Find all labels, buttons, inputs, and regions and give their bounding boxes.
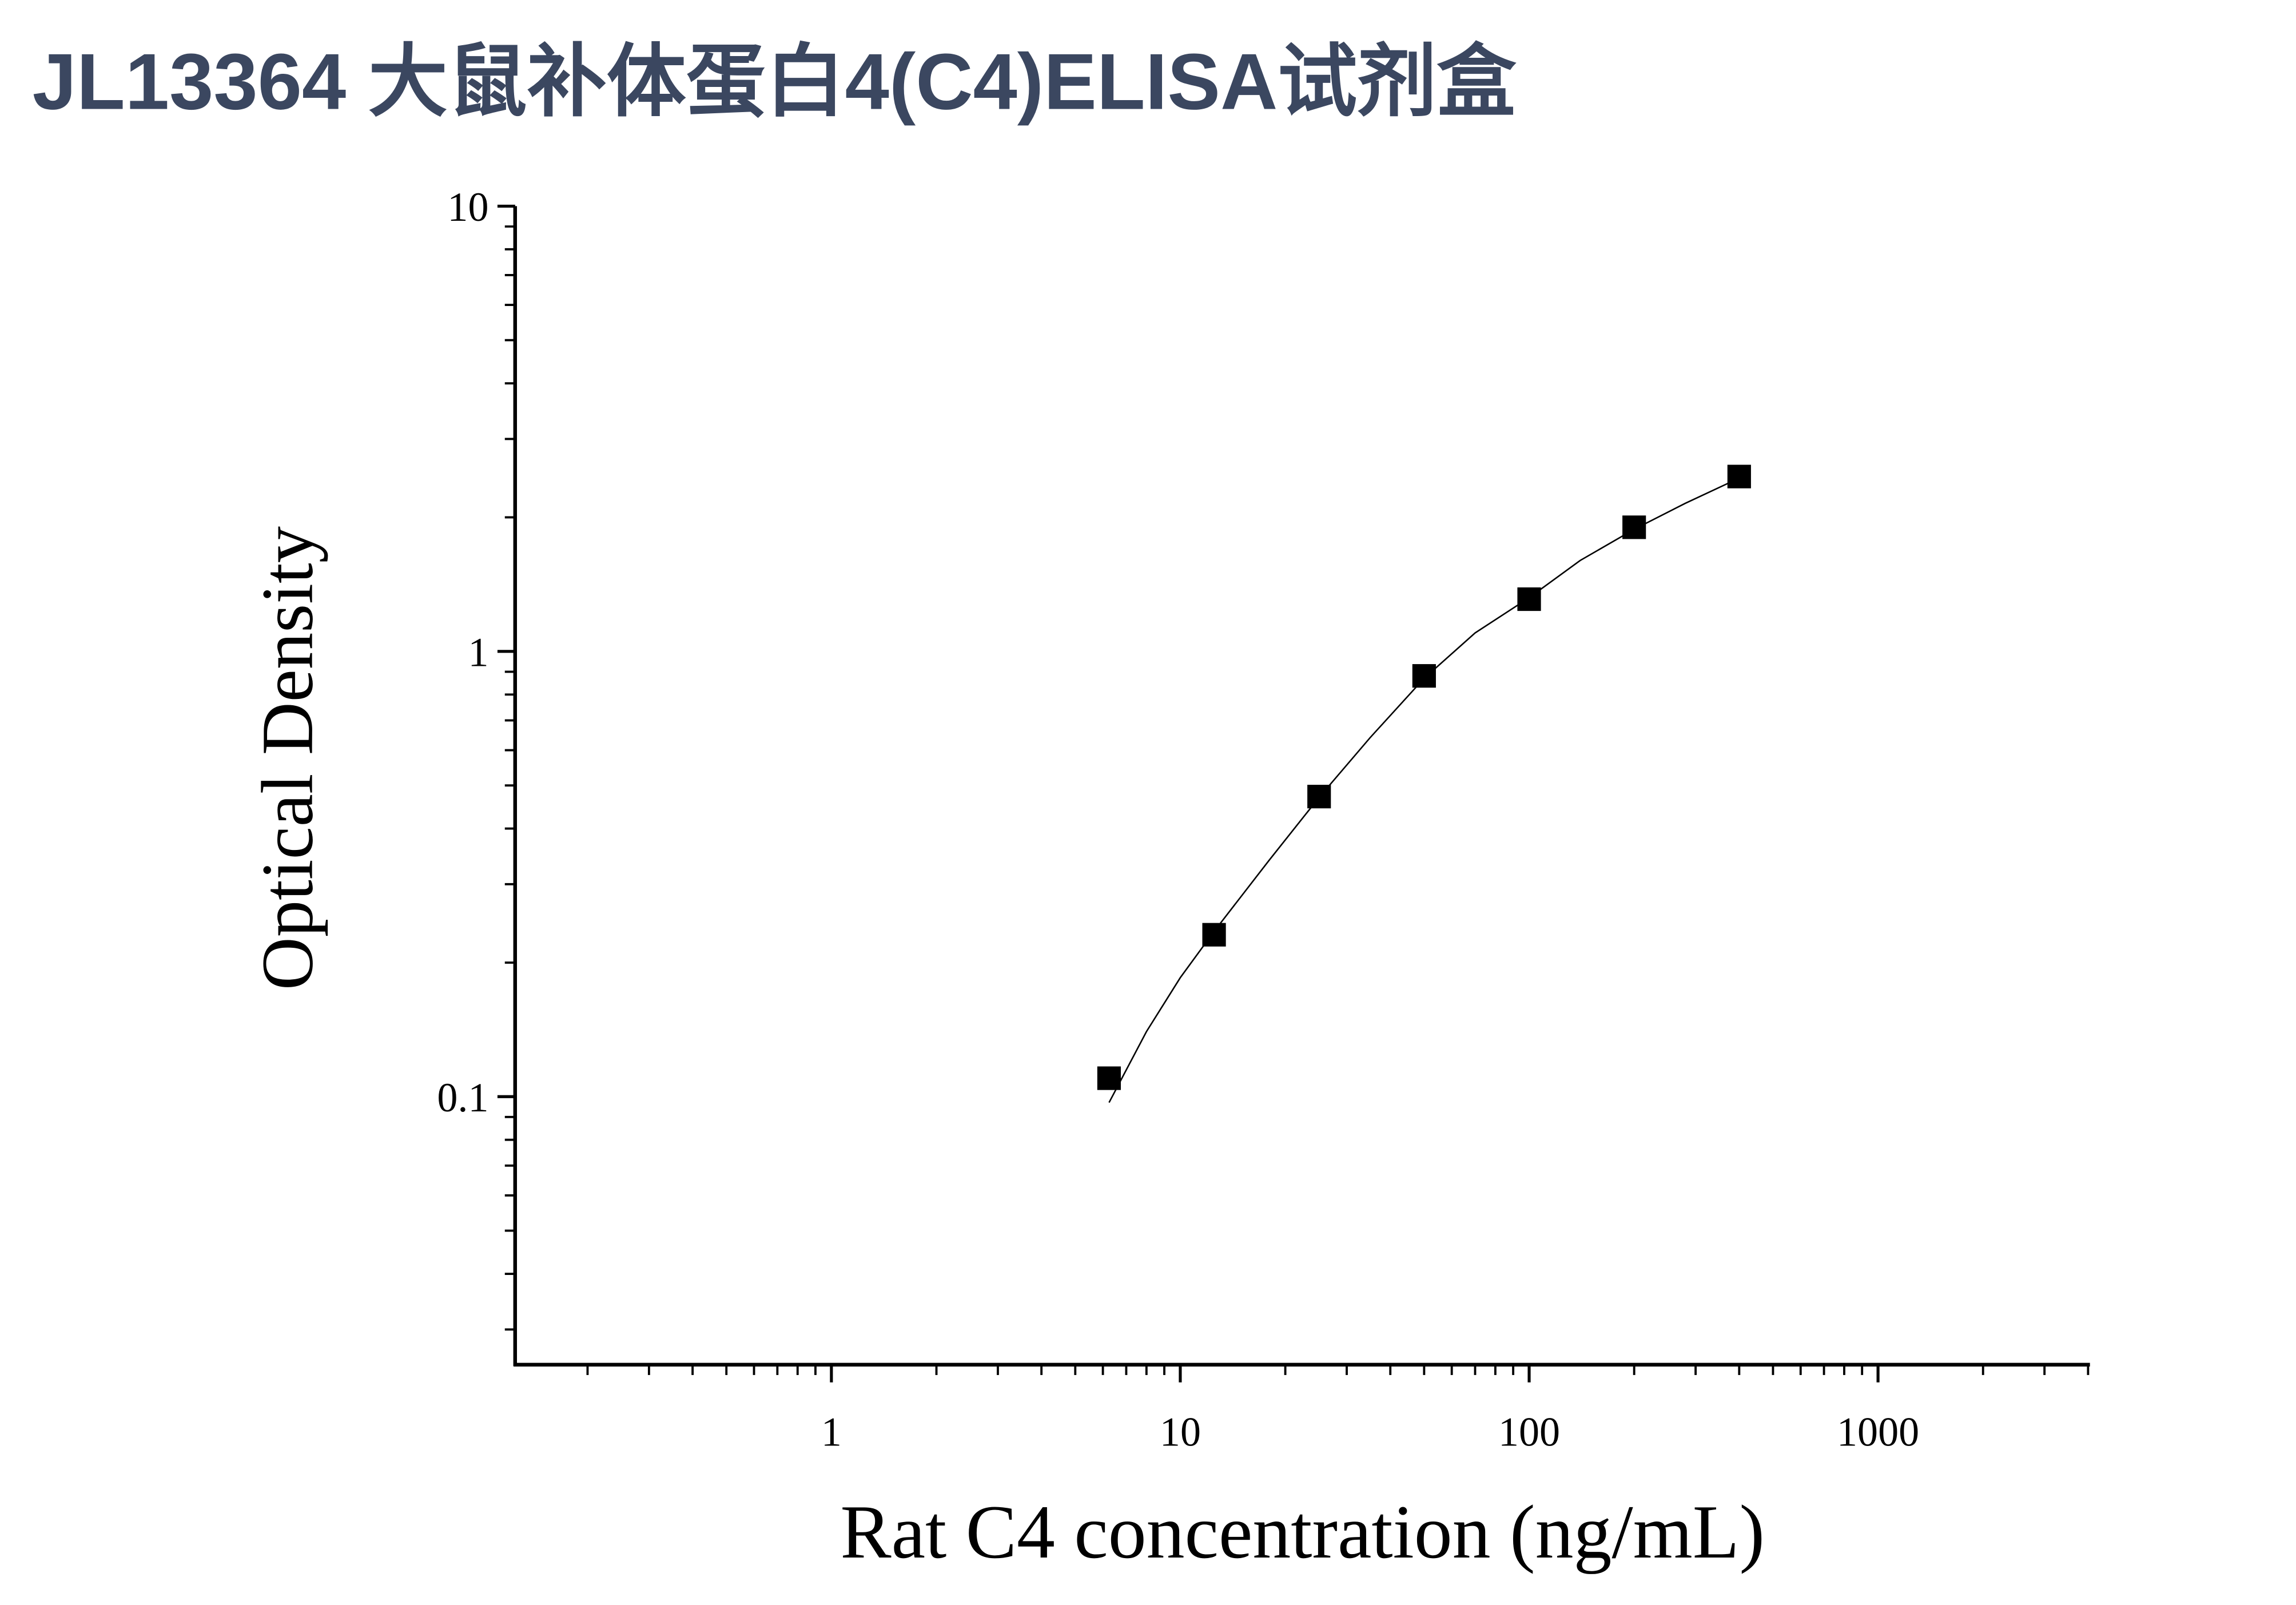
data-point <box>1202 923 1226 947</box>
x-tick-label: 1 <box>821 1409 842 1455</box>
x-axis-label: Rat C4 concentration (ng/mL) <box>840 1489 1765 1574</box>
x-tick-label: 1000 <box>1837 1409 1919 1455</box>
x-tick-label: 100 <box>1498 1409 1560 1455</box>
data-point <box>1727 464 1751 488</box>
y-tick-label: 1 <box>468 630 488 676</box>
chart-title: JL13364 大鼠补体蛋白4(C4)ELISA试剂盒 <box>33 38 1517 126</box>
data-point <box>1517 587 1541 611</box>
y-tick-label: 0.1 <box>437 1075 488 1121</box>
data-point <box>1412 664 1436 688</box>
y-tick-label: 10 <box>447 184 488 230</box>
fit-curve <box>1108 477 1740 1103</box>
data-point <box>1622 515 1646 539</box>
x-tick-label: 10 <box>1160 1409 1201 1455</box>
data-point <box>1307 785 1331 809</box>
y-axis-label: Optical Density <box>246 526 328 990</box>
data-point <box>1097 1066 1121 1090</box>
